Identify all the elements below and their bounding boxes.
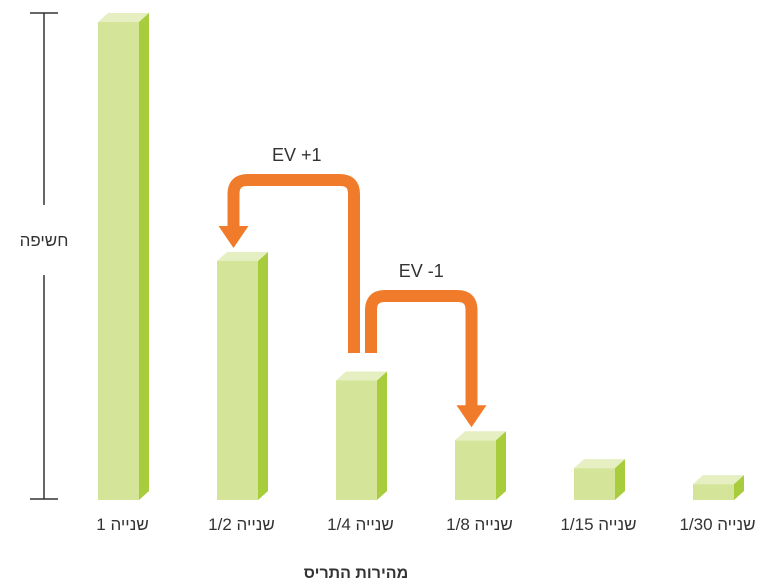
bar-top bbox=[693, 475, 744, 485]
bar-side bbox=[258, 252, 268, 500]
bar-side bbox=[734, 475, 744, 500]
annotation-arrow-1: EV +1 bbox=[218, 145, 360, 353]
x-tick-label: 1/8 שנייה bbox=[446, 515, 513, 534]
bar-side bbox=[139, 13, 149, 500]
bar-1 bbox=[98, 13, 149, 500]
x-tick-label: 1/2 שנייה bbox=[208, 515, 275, 534]
y-axis: חשיפה bbox=[20, 12, 69, 500]
bar-top bbox=[98, 13, 149, 22]
x-axis-label: מהירות התריס bbox=[304, 565, 408, 582]
x-tick-label: 1/15 שנייה bbox=[560, 515, 636, 534]
annotation-label: EV +1 bbox=[272, 145, 322, 165]
bar-top bbox=[574, 459, 625, 469]
arrow-head bbox=[456, 405, 487, 428]
bar-side bbox=[615, 459, 625, 500]
arrow-head bbox=[218, 226, 249, 248]
bar-3 bbox=[336, 371, 387, 500]
bar-2 bbox=[217, 252, 268, 500]
arrow-shaft bbox=[227, 174, 360, 353]
bar-front bbox=[217, 261, 258, 500]
annotation-arrow-2: EV -1 bbox=[365, 261, 487, 428]
y-axis-label: חשיפה bbox=[20, 231, 69, 250]
x-tick-label: 1/30 שנייה bbox=[679, 515, 755, 534]
bar-top bbox=[455, 431, 506, 441]
tick-labels: 1 שנייה 1/2 שנייה 1/4 שנייה 1/8 שנייה 1/15 ש… bbox=[96, 515, 755, 534]
bar-top bbox=[336, 371, 387, 381]
bar-top bbox=[217, 252, 268, 261]
bar-front bbox=[455, 440, 496, 500]
annotation-label: EV -1 bbox=[399, 261, 444, 281]
bar-5 bbox=[574, 459, 625, 500]
arrow-shaft bbox=[365, 290, 478, 407]
bar-front bbox=[574, 468, 615, 500]
bar-front bbox=[693, 484, 734, 500]
bar-side bbox=[377, 371, 387, 500]
bar-side bbox=[496, 431, 506, 500]
bar-4 bbox=[455, 431, 506, 500]
x-tick-label: 1/4 שנייה bbox=[327, 515, 394, 534]
bar-front bbox=[336, 380, 377, 500]
bar-front bbox=[98, 22, 139, 500]
x-tick-label: 1 שנייה bbox=[96, 515, 148, 534]
bars bbox=[98, 13, 744, 500]
bar-6 bbox=[693, 475, 744, 500]
annotations: EV +1 EV -1 bbox=[218, 145, 487, 428]
